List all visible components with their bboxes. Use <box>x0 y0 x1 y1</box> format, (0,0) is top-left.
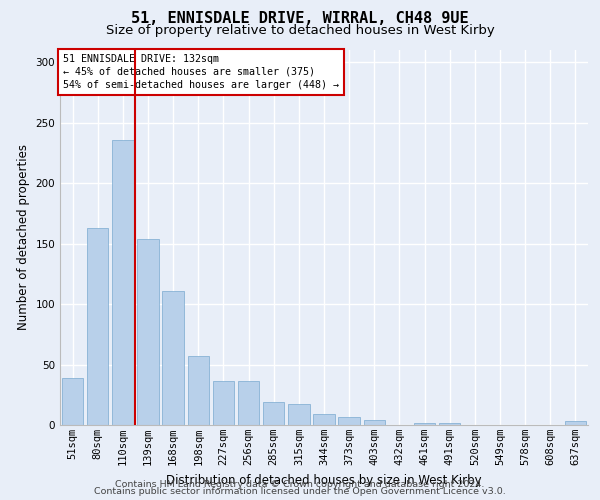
Bar <box>213 382 234 425</box>
Bar <box>338 416 360 425</box>
Text: 51, ENNISDALE DRIVE, WIRRAL, CH48 9UE: 51, ENNISDALE DRIVE, WIRRAL, CH48 9UE <box>131 11 469 26</box>
Y-axis label: Number of detached properties: Number of detached properties <box>17 144 30 330</box>
Bar <box>288 404 310 425</box>
Bar <box>263 402 284 425</box>
Bar <box>188 356 209 425</box>
Bar <box>62 378 83 425</box>
Bar <box>87 228 109 425</box>
Bar <box>163 290 184 425</box>
Bar <box>112 140 134 425</box>
Text: Size of property relative to detached houses in West Kirby: Size of property relative to detached ho… <box>106 24 494 37</box>
Bar <box>238 382 259 425</box>
Bar <box>364 420 385 425</box>
Bar <box>137 238 158 425</box>
Bar <box>439 422 460 425</box>
Text: Contains public sector information licensed under the Open Government Licence v3: Contains public sector information licen… <box>94 487 506 496</box>
Text: Contains HM Land Registry data © Crown copyright and database right 2024.: Contains HM Land Registry data © Crown c… <box>115 480 485 489</box>
Bar <box>565 422 586 425</box>
X-axis label: Distribution of detached houses by size in West Kirby: Distribution of detached houses by size … <box>166 474 482 486</box>
Bar <box>414 422 435 425</box>
Text: 51 ENNISDALE DRIVE: 132sqm
← 45% of detached houses are smaller (375)
54% of sem: 51 ENNISDALE DRIVE: 132sqm ← 45% of deta… <box>62 54 338 90</box>
Bar <box>313 414 335 425</box>
